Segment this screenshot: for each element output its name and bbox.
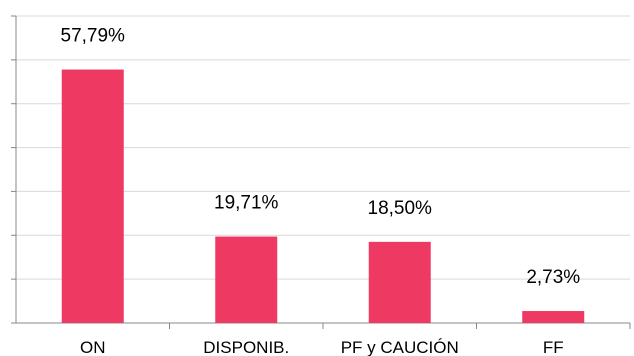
bar-3 bbox=[522, 311, 585, 323]
data-label-1: 19,71% bbox=[214, 193, 279, 214]
category-label-1: DISPONIB. bbox=[203, 338, 289, 356]
category-label-3: FF bbox=[543, 338, 564, 356]
data-labels: 57,79% 19,71% 18,50% 2,73% bbox=[61, 26, 581, 288]
bar-0 bbox=[61, 69, 124, 324]
category-label-2: PF y CAUCIÓN bbox=[341, 338, 459, 356]
category-labels: ON DISPONIB. PF y CAUCIÓN FF bbox=[80, 338, 564, 356]
category-label-0: ON bbox=[80, 338, 106, 356]
data-label-3: 2,73% bbox=[526, 267, 580, 288]
bar-2 bbox=[368, 241, 431, 323]
bar-1 bbox=[215, 236, 278, 323]
data-label-2: 18,50% bbox=[368, 198, 433, 219]
bars bbox=[61, 69, 585, 324]
data-label-0: 57,79% bbox=[61, 26, 126, 47]
